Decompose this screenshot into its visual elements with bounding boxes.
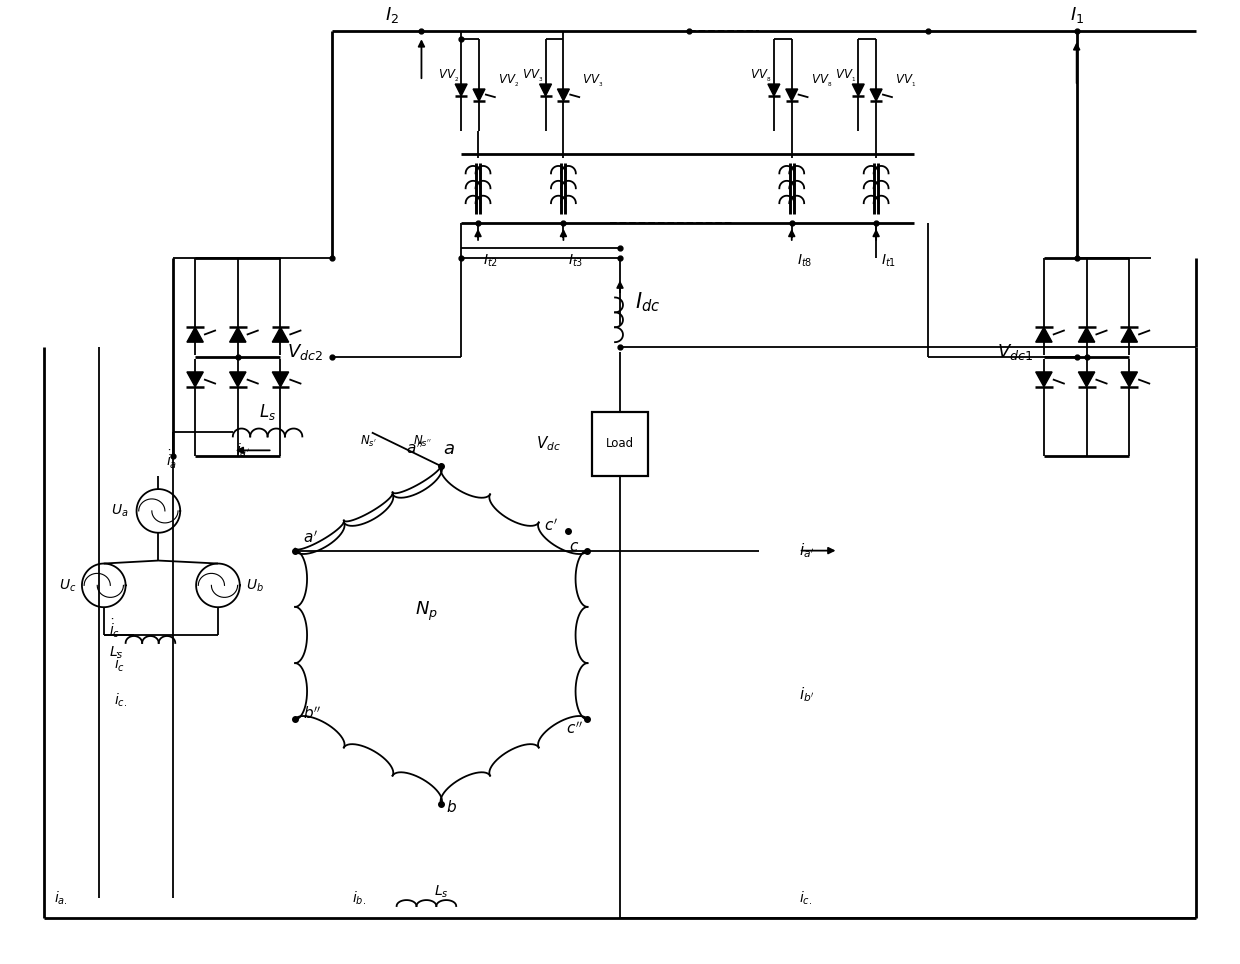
Polygon shape — [558, 89, 569, 101]
Text: $I_{dc}$: $I_{dc}$ — [635, 290, 660, 314]
Polygon shape — [870, 89, 882, 101]
Polygon shape — [273, 327, 289, 342]
Text: $L_s$: $L_s$ — [109, 645, 123, 661]
Text: $\.{i}_c$: $\.{i}_c$ — [114, 652, 125, 674]
Text: $i_{a.}$: $i_{a.}$ — [55, 890, 68, 907]
Text: $a'$: $a'$ — [303, 529, 317, 546]
Polygon shape — [229, 327, 246, 342]
Polygon shape — [1121, 372, 1137, 387]
Polygon shape — [1035, 327, 1052, 342]
Text: $i_{b'}$: $i_{b'}$ — [799, 685, 815, 704]
Polygon shape — [1121, 327, 1137, 342]
Text: Load: Load — [606, 438, 634, 450]
Polygon shape — [1035, 372, 1052, 387]
Polygon shape — [1079, 327, 1095, 342]
Text: $L_s$: $L_s$ — [434, 884, 449, 900]
Text: $U_b$: $U_b$ — [246, 577, 264, 594]
Text: $I_{t2}$: $I_{t2}$ — [484, 253, 498, 269]
Bar — [593, 412, 647, 476]
Polygon shape — [539, 84, 552, 96]
Text: $VV_{_3}$: $VV_{_3}$ — [522, 67, 543, 85]
Text: $V_{dc}$: $V_{dc}$ — [536, 435, 560, 453]
Text: $I_{t1}$: $I_{t1}$ — [882, 253, 897, 269]
Text: $I_1$: $I_1$ — [1070, 5, 1084, 24]
Text: $L_s$: $L_s$ — [259, 402, 277, 421]
Text: $V_{dc1}$: $V_{dc1}$ — [997, 342, 1033, 362]
Text: $i_{a'}$: $i_{a'}$ — [236, 442, 249, 459]
Text: $c''$: $c''$ — [565, 721, 583, 737]
Text: $I_2$: $I_2$ — [384, 5, 399, 24]
Text: $\dot{i}_a$: $\dot{i}_a$ — [166, 449, 177, 471]
Text: $VV_{_2}$: $VV_{_2}$ — [438, 67, 459, 85]
Polygon shape — [852, 84, 864, 96]
Polygon shape — [229, 372, 246, 387]
Text: $U_a$: $U_a$ — [112, 502, 129, 520]
Text: $U_c$: $U_c$ — [58, 577, 76, 594]
Text: $VV_{_3}$: $VV_{_3}$ — [583, 72, 604, 90]
Text: $V_{dc2}$: $V_{dc2}$ — [288, 342, 324, 362]
Text: $a''$: $a''$ — [405, 441, 423, 457]
Polygon shape — [273, 372, 289, 387]
Polygon shape — [187, 372, 203, 387]
Text: $b$: $b$ — [446, 799, 458, 815]
Text: $VV_{_1}$: $VV_{_1}$ — [895, 72, 916, 90]
Text: $I_{t8}$: $I_{t8}$ — [797, 253, 812, 269]
Text: $VV_{_1}$: $VV_{_1}$ — [835, 67, 857, 85]
Text: $i_{c.}$: $i_{c.}$ — [114, 691, 126, 709]
Text: $N_{s'}$: $N_{s'}$ — [360, 434, 377, 448]
Text: $c'$: $c'$ — [544, 517, 558, 534]
Text: $b''$: $b''$ — [303, 706, 321, 722]
Text: $VV_{_2}$: $VV_{_2}$ — [498, 72, 520, 90]
Text: $VV_{_8}$: $VV_{_8}$ — [750, 67, 771, 85]
Text: $I_{t3}$: $I_{t3}$ — [568, 253, 584, 269]
Polygon shape — [1079, 372, 1095, 387]
Polygon shape — [187, 327, 203, 342]
Text: $i_{b.}$: $i_{b.}$ — [352, 890, 366, 907]
Text: $N_p$: $N_p$ — [415, 600, 438, 623]
Text: $i_{a'}$: $i_{a'}$ — [799, 541, 813, 560]
Polygon shape — [455, 84, 467, 96]
Polygon shape — [786, 89, 797, 101]
Text: $N_{s''}$: $N_{s''}$ — [413, 434, 432, 448]
Text: $i_{c.}$: $i_{c.}$ — [799, 890, 812, 907]
Polygon shape — [768, 84, 780, 96]
Text: $a$: $a$ — [443, 441, 455, 458]
Text: $c$: $c$ — [569, 539, 579, 553]
Polygon shape — [474, 89, 485, 101]
Text: $\dot{i}_c$: $\dot{i}_c$ — [109, 618, 120, 640]
Text: $VV_{_8}$: $VV_{_8}$ — [811, 72, 832, 90]
